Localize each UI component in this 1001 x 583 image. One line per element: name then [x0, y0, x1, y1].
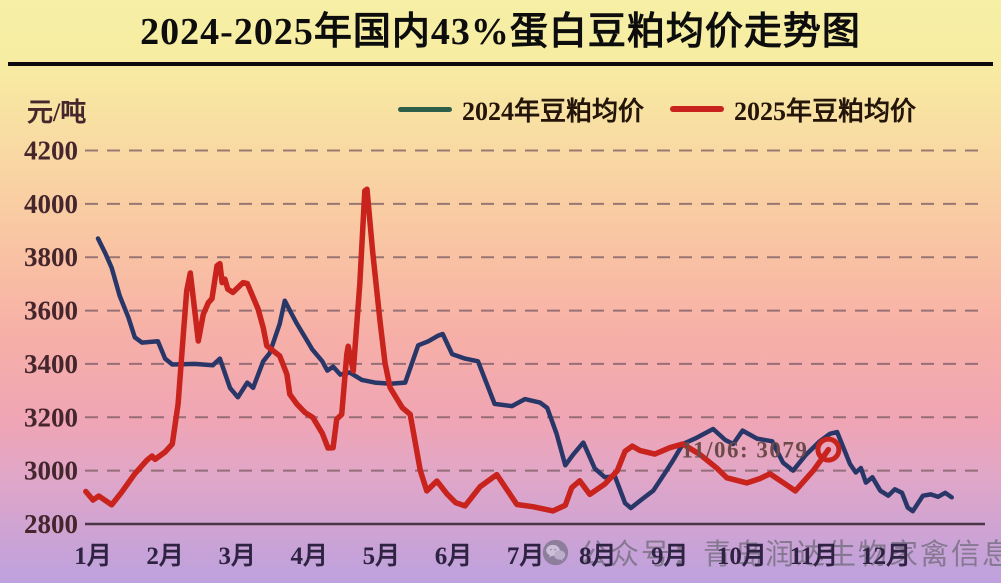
x-tick-label: 3月: [218, 543, 256, 570]
legend-label-2025: 2025年豆粕均价: [734, 96, 917, 126]
legend-label-2024: 2024年豆粕均价: [462, 96, 645, 126]
legend-swatch-2025: [670, 106, 725, 112]
x-tick-label: 4月: [291, 543, 329, 570]
watermark: 公众号：青岛润达生物家禽信息: [542, 531, 1001, 573]
series-line-2025: [83, 186, 832, 514]
y-tick-label: 4000: [24, 189, 78, 219]
x-tick-label: 5月: [363, 543, 401, 570]
annotation-label: 11/06: 3079: [681, 438, 808, 463]
x-tick-label: 8月: [579, 543, 617, 570]
chart-title: 2024-2025年国内43%蛋白豆粕均价走势图: [140, 11, 861, 53]
x-tick-label: 7月: [507, 543, 545, 570]
x-tick-label: 11月: [790, 543, 839, 570]
legend-swatch-2024: [398, 106, 452, 112]
y-tick-label: 3400: [24, 349, 78, 379]
y-tick-label: 2800: [24, 509, 78, 539]
y-axis-unit-label: 元/吨: [27, 98, 87, 127]
x-tick-label: 2月: [146, 543, 184, 570]
x-tick-label: 10月: [717, 543, 767, 570]
y-tick-label: 3000: [24, 456, 78, 486]
x-tick-label: 9月: [651, 543, 689, 570]
wechat-icon: [542, 539, 569, 565]
y-tick-label: 3200: [24, 402, 78, 432]
title-separator: [8, 62, 993, 66]
x-tick-label: 1月: [74, 543, 112, 570]
series-line-2024: [95, 236, 954, 514]
y-tick-label: 3800: [24, 242, 78, 272]
legend: 2024年豆粕均价 2025年豆粕均价: [398, 95, 916, 126]
x-tick-label: 12月: [861, 543, 911, 570]
y-tick-label: 3600: [24, 296, 78, 326]
x-tick-label: 6月: [435, 543, 473, 570]
watermark-text: 公众号：青岛润达生物家禽信息: [579, 539, 1001, 571]
latest-point-marker: [815, 436, 842, 463]
y-tick-label: 4200: [24, 136, 78, 166]
